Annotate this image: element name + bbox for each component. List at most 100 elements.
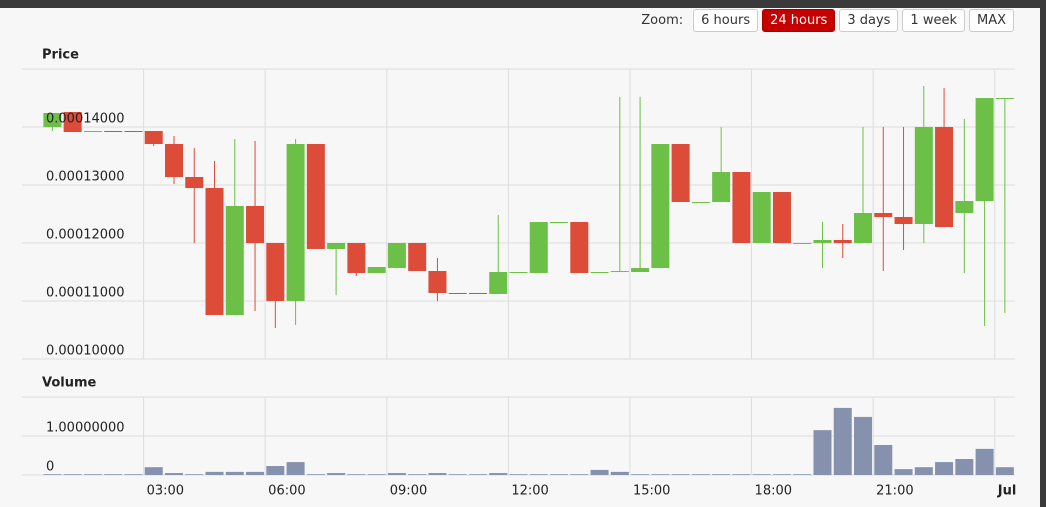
zoom-button[interactable]: 3 days	[839, 9, 899, 32]
volume-bar	[104, 474, 123, 475]
zoom-button[interactable]: 24 hours	[762, 9, 836, 32]
volume-bar	[448, 474, 467, 475]
volume-bar	[894, 469, 913, 475]
candle-body	[712, 172, 731, 202]
volume-bar	[367, 474, 386, 475]
candle-body	[772, 192, 791, 243]
candle-body	[995, 98, 1014, 99]
volume-bar	[347, 474, 366, 475]
candle-body	[448, 292, 467, 294]
volume-bar	[185, 474, 204, 475]
zoom-button[interactable]: 6 hours	[693, 9, 759, 32]
candle-body	[509, 272, 528, 273]
volume-bar	[732, 474, 751, 475]
candle-body	[610, 271, 629, 273]
candle-body	[327, 243, 346, 249]
volume-bar	[631, 474, 650, 475]
volume-bar	[327, 473, 346, 475]
candle-body	[529, 222, 548, 273]
volume-bar	[955, 459, 974, 475]
volume-bar	[509, 474, 528, 475]
zoom-button[interactable]: 1 week	[902, 9, 965, 32]
volume-bar	[813, 430, 832, 475]
candle-body	[854, 213, 873, 243]
volume-bar	[793, 474, 812, 475]
candle-body	[246, 205, 265, 243]
candle-body	[83, 131, 102, 133]
candle-body	[975, 98, 994, 202]
y-tick-label: 0.00010000	[46, 344, 125, 359]
volume-bar	[874, 444, 893, 475]
volume-bar	[914, 467, 933, 475]
panel-title: Volume	[42, 376, 97, 391]
candle-body	[306, 143, 325, 249]
x-tick-label: 12:00	[511, 484, 548, 499]
candle-body	[489, 272, 508, 294]
candle-body	[387, 243, 406, 268]
volume-bar	[610, 471, 629, 475]
candle-body	[428, 271, 447, 293]
volume-bar	[468, 474, 487, 475]
candle-body	[550, 222, 569, 224]
candle-body	[955, 201, 974, 214]
candle-body	[752, 192, 771, 243]
zoom-button[interactable]: MAX	[968, 9, 1014, 32]
volume-bar	[387, 473, 406, 475]
x-tick-label: 03:00	[147, 484, 184, 499]
volume-bar	[671, 474, 690, 475]
candle-body	[631, 267, 650, 272]
candle-body	[266, 243, 285, 301]
candle-body	[833, 239, 852, 243]
window-frame	[1040, 0, 1046, 507]
y-tick-label: 0.00013000	[46, 170, 125, 185]
candle-body	[43, 113, 62, 127]
volume-bar	[286, 462, 305, 475]
volume-bar	[124, 474, 143, 475]
volume-bar	[83, 474, 102, 475]
candle-body	[671, 143, 690, 202]
candle-body	[874, 213, 893, 218]
y-tick-label: 0.00014000	[46, 112, 125, 127]
panel-title: Price	[42, 48, 79, 63]
volume-bar	[205, 471, 224, 475]
volume-bar	[570, 474, 589, 475]
candle-body	[225, 205, 244, 315]
volume-bar	[833, 407, 852, 475]
candle-body	[914, 127, 933, 224]
volume-bar	[246, 471, 265, 475]
volume-bar	[529, 474, 548, 475]
volume-bar	[63, 474, 82, 475]
volume-bar	[550, 474, 569, 475]
candle-body	[408, 243, 427, 272]
volume-bar	[854, 416, 873, 475]
candle-body	[104, 131, 123, 133]
volume-bar	[489, 473, 508, 475]
x-tick-label: 06:00	[268, 484, 305, 499]
volume-bar	[772, 474, 791, 475]
zoom-label: Zoom:	[641, 13, 684, 28]
volume-bar	[428, 473, 447, 475]
candle-body	[651, 143, 670, 268]
candle-body	[894, 217, 913, 224]
window-frame	[0, 0, 1046, 8]
candle-body	[468, 292, 487, 294]
volume-bar	[164, 473, 183, 475]
x-tick-label: 18:00	[755, 484, 792, 499]
candle-body	[124, 131, 143, 133]
volume-bar	[712, 474, 731, 475]
x-tick-label: 21:00	[876, 484, 913, 499]
volume-bar	[691, 474, 710, 475]
candle-body	[347, 243, 366, 273]
candle-body	[185, 176, 204, 189]
y-tick-label: 0.00011000	[46, 286, 125, 301]
volume-bar	[225, 471, 244, 475]
candle-body	[691, 201, 710, 203]
y-tick-label: 0.00012000	[46, 228, 125, 243]
x-tick-label: Jul	[997, 484, 1017, 499]
volume-bar	[590, 469, 609, 475]
x-tick-label: 09:00	[390, 484, 427, 499]
candle-body	[164, 143, 183, 177]
candle-body	[570, 222, 589, 273]
